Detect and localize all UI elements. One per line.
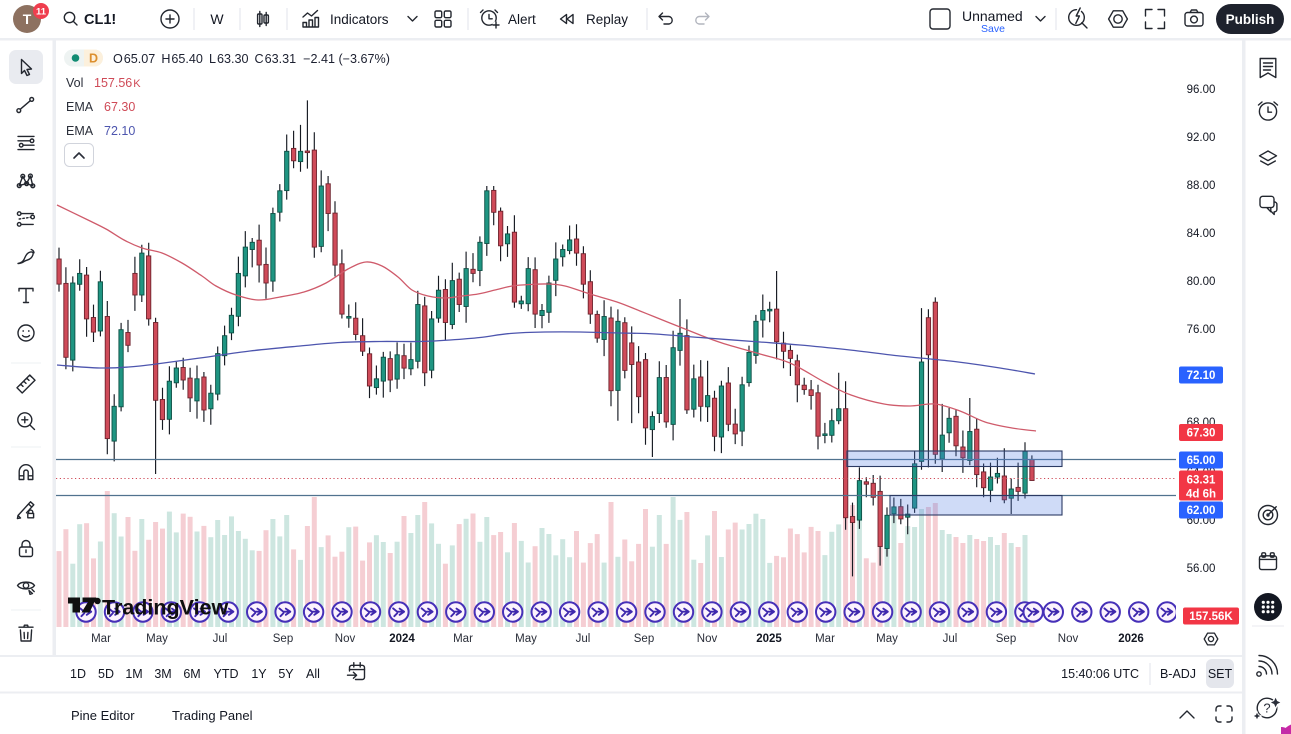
svg-text:D: D [89,52,98,66]
svg-text:Sep: Sep [634,633,654,645]
svg-text:Vol: Vol [66,76,83,90]
svg-text:4d 6h: 4d 6h [1186,489,1216,501]
svg-text:Mar: Mar [91,633,111,645]
svg-text:Nov: Nov [1058,633,1079,645]
svg-text:YTD: YTD [214,667,239,681]
svg-text:Mar: Mar [453,633,473,645]
svg-text:72.10: 72.10 [1187,370,1216,382]
svg-text:Unnamed: Unnamed [962,8,1023,24]
svg-text:W: W [210,11,224,27]
svg-text:Replay: Replay [586,12,628,27]
svg-text:Save: Save [981,23,1005,35]
svg-text:15:40:06 UTC: 15:40:06 UTC [1061,667,1139,681]
svg-text:EMA: EMA [66,100,94,114]
svg-text:5Y: 5Y [278,667,294,681]
svg-text:Alert: Alert [508,12,536,27]
svg-text:11: 11 [36,7,47,18]
svg-text:6M: 6M [183,667,200,681]
svg-text:1M: 1M [125,667,142,681]
svg-text:2025: 2025 [756,633,782,645]
svg-text:Sep: Sep [996,633,1016,645]
svg-text:88.00: 88.00 [1187,180,1216,192]
svg-text:72.10: 72.10 [104,124,135,138]
svg-text:Nov: Nov [697,633,718,645]
svg-text:157.56K: 157.56K [94,76,141,90]
svg-text:56.00: 56.00 [1187,563,1216,575]
svg-text:Publish: Publish [1226,12,1275,27]
svg-text:May: May [146,633,168,645]
svg-text:Sep: Sep [273,633,293,645]
svg-text:Jul: Jul [576,633,591,645]
svg-text:1Y: 1Y [251,667,267,681]
svg-text:92.00: 92.00 [1187,132,1216,144]
svg-text:SET: SET [1208,667,1233,681]
svg-text:Pine Editor: Pine Editor [71,708,135,723]
svg-text:5D: 5D [98,667,114,681]
svg-text:T: T [23,11,32,27]
svg-text:67.30: 67.30 [1187,428,1216,440]
svg-text:65.00: 65.00 [1187,455,1216,467]
svg-text:May: May [876,633,898,645]
svg-text:80.00: 80.00 [1187,276,1216,288]
svg-text:Jul: Jul [213,633,228,645]
svg-text:B-ADJ: B-ADJ [1160,667,1196,681]
svg-text:76.00: 76.00 [1187,324,1216,336]
svg-text:Indicators: Indicators [330,12,389,27]
svg-text:Jul: Jul [943,633,958,645]
svg-text:Trading Panel: Trading Panel [172,708,253,723]
svg-text:1D: 1D [70,667,86,681]
svg-text:Mar: Mar [815,633,835,645]
svg-text:157.56K: 157.56K [1189,611,1233,623]
svg-text:62.00: 62.00 [1187,505,1216,517]
svg-text:CL1!: CL1! [84,12,116,28]
svg-text:All: All [306,667,320,681]
svg-text:Nov: Nov [335,633,356,645]
svg-text:3M: 3M [154,667,171,681]
svg-text:TradingView: TradingView [102,596,229,620]
svg-text:96.00: 96.00 [1187,84,1216,96]
svg-text:May: May [515,633,537,645]
svg-text:67.30: 67.30 [104,100,135,114]
svg-text:EMA: EMA [66,124,94,138]
svg-text:84.00: 84.00 [1187,228,1216,240]
svg-text:2026: 2026 [1118,633,1144,645]
svg-text:2024: 2024 [389,633,415,645]
svg-text:?: ? [1263,701,1270,716]
svg-text:63.31: 63.31 [1187,475,1216,487]
